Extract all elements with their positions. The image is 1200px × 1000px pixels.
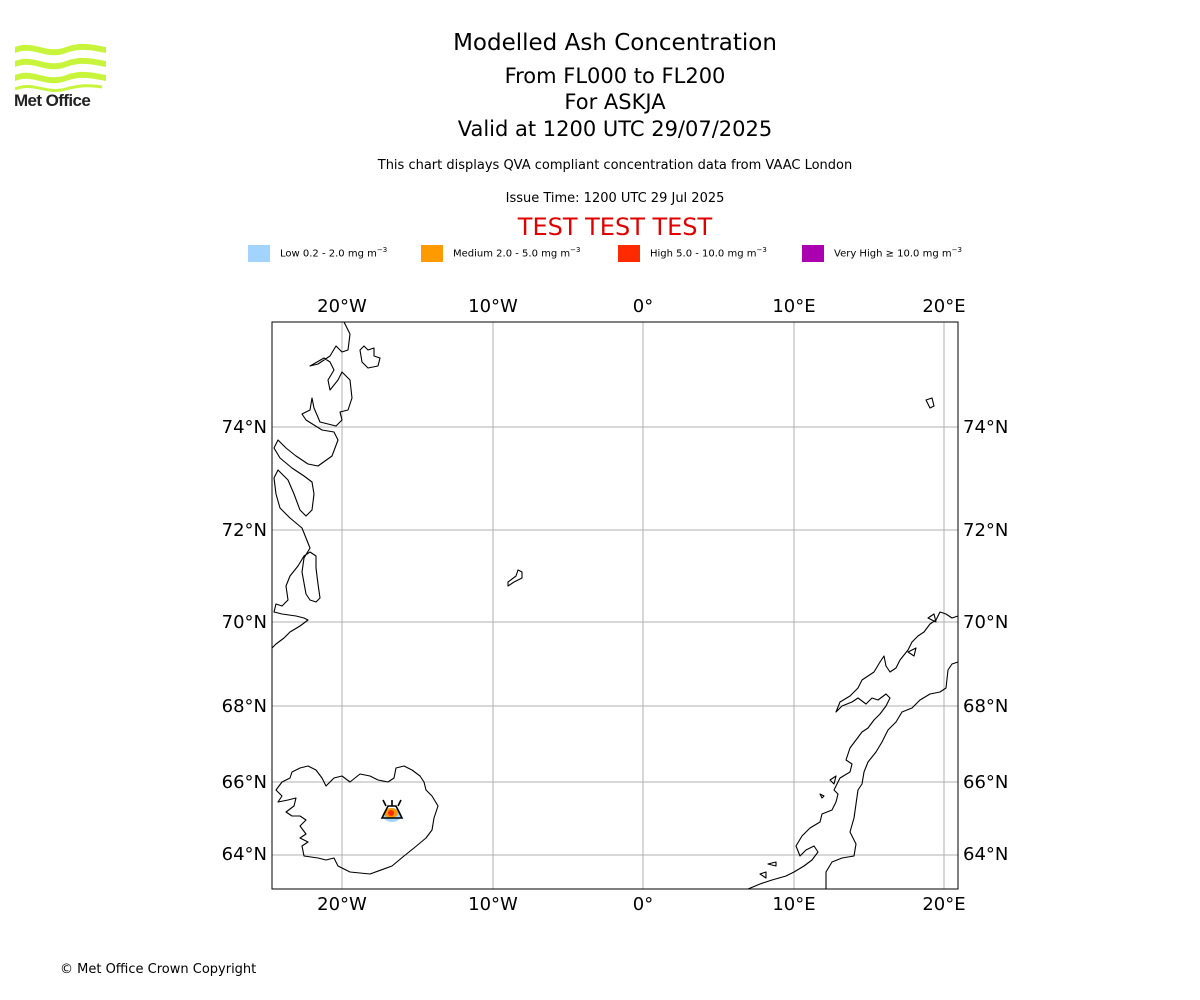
map-frame (271, 321, 959, 890)
chart-title: Modelled Ash Concentration (453, 30, 777, 56)
lon-label-top-20e: 20°E (922, 296, 965, 317)
volcano-icon (380, 799, 404, 819)
legend-swatch-medium (421, 245, 443, 262)
legend-label-medium: Medium 2.0 - 5.0 mg m−3 (453, 246, 581, 260)
legend-label-very-high: Very High ≥ 10.0 mg m−3 (834, 246, 962, 260)
lon-label-top-0: 0° (633, 296, 653, 317)
coastline-greenland-inlet (359, 345, 381, 369)
coastline-norway (747, 611, 959, 890)
lat-label-left-74n: 74°N (222, 417, 267, 438)
legend-label-high: High 5.0 - 10.0 mg m−3 (650, 246, 767, 260)
lon-labels-top: 20°W 10°W 0° 10°E 20°E (317, 296, 965, 317)
coastline-bear-island (925, 397, 935, 409)
lon-label-bottom-0: 0° (633, 894, 653, 915)
lon-label-top-10e: 10°E (772, 296, 815, 317)
map-gridlines (272, 322, 958, 889)
flight-level-range: From FL000 to FL200 (504, 64, 726, 88)
legend-swatch-low (248, 245, 270, 262)
test-banner: TEST TEST TEST (517, 213, 713, 241)
issue-time: Issue Time: 1200 UTC 29 Jul 2025 (505, 191, 725, 206)
coastline-greenland (271, 321, 353, 649)
met-office-logo-text: Met Office (14, 91, 91, 110)
met-office-logo-icon (14, 43, 106, 92)
coastline-iceland (275, 765, 439, 875)
lat-label-right-74n: 74°N (963, 417, 1008, 438)
lon-label-bottom-20w: 20°W (317, 894, 367, 915)
lat-labels-right: 74°N 72°N 70°N 68°N 66°N 64°N (963, 417, 1008, 865)
chart-description: This chart displays QVA compliant concen… (377, 158, 853, 173)
lat-label-right-66n: 66°N (963, 772, 1008, 793)
legend-label-low: Low 0.2 - 2.0 mg m−3 (280, 246, 388, 260)
lat-label-right-72n: 72°N (963, 520, 1008, 541)
lon-label-bottom-10e: 10°E (772, 894, 815, 915)
lon-label-bottom-10w: 10°W (468, 894, 518, 915)
lat-label-left-70n: 70°N (222, 612, 267, 633)
lon-label-bottom-20e: 20°E (922, 894, 965, 915)
lon-label-top-20w: 20°W (317, 296, 367, 317)
lat-label-right-64n: 64°N (963, 844, 1008, 865)
lat-label-right-68n: 68°N (963, 696, 1008, 717)
lon-label-top-10w: 10°W (468, 296, 518, 317)
lon-labels-bottom: 20°W 10°W 0° 10°E 20°E (317, 894, 965, 915)
legend-swatch-high (618, 245, 640, 262)
coastlines (271, 321, 959, 890)
ash-region-high (388, 810, 394, 816)
lat-labels-left: 74°N 72°N 70°N 68°N 66°N 64°N (222, 417, 267, 865)
legend-swatch-very-high (802, 245, 824, 262)
lat-label-left-64n: 64°N (222, 844, 267, 865)
coastline-norway-islands (759, 613, 937, 879)
lat-label-left-68n: 68°N (222, 696, 267, 717)
coastline-jan-mayen (507, 569, 523, 587)
lat-label-left-66n: 66°N (222, 772, 267, 793)
lat-label-right-70n: 70°N (963, 612, 1008, 633)
lat-label-left-72n: 72°N (222, 520, 267, 541)
copyright-notice: © Met Office Crown Copyright (60, 962, 257, 977)
valid-time: Valid at 1200 UTC 29/07/2025 (457, 117, 773, 141)
volcano-name: For ASKJA (564, 90, 666, 114)
